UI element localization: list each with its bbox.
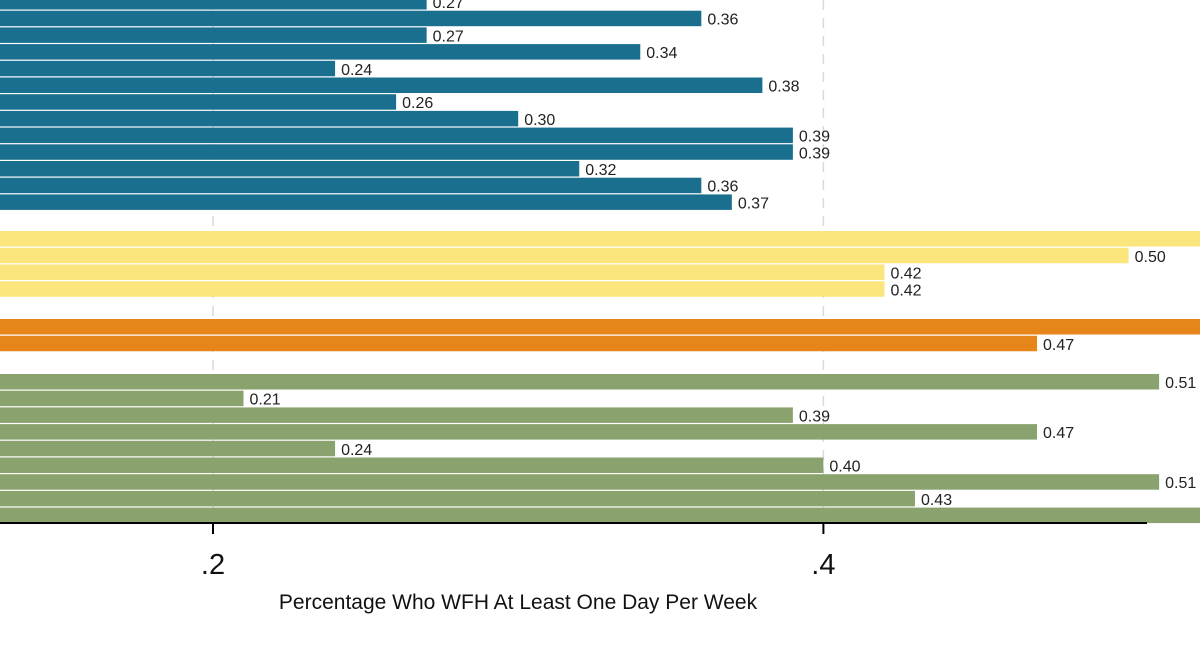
bar-label-blue-4: 0.24 (341, 62, 372, 79)
bar-label-blue-0: 0.27 (433, 0, 464, 12)
x-axis: .2.4.6.8 (0, 522, 1147, 581)
bar-green-6 (0, 474, 1160, 490)
bar-label-orange-1: 0.47 (1043, 337, 1074, 354)
tick-label-.2: .2 (201, 549, 225, 581)
bar-green-5 (0, 457, 824, 473)
bar-label-blue-2: 0.27 (433, 28, 464, 45)
bar-blue-1 (0, 10, 702, 27)
bar-label-blue-3: 0.34 (646, 45, 677, 62)
bar-blue-5 (0, 77, 763, 93)
bar-blue-4 (0, 60, 336, 77)
bar-label-yellow-2: 0.42 (890, 266, 921, 283)
bar-green-7 (0, 490, 915, 507)
bar-label-blue-11: 0.36 (707, 179, 738, 196)
bar-blue-3 (0, 44, 641, 60)
bar-label-yellow-1: 0.50 (1135, 249, 1166, 266)
bar-yellow-3 (0, 281, 885, 297)
bar-label-blue-8: 0.39 (799, 129, 830, 146)
bar-orange-0 (0, 319, 1200, 335)
bar-label-blue-5: 0.38 (768, 79, 799, 96)
bar-blue-12 (0, 194, 732, 210)
bar-label-green-0: 0.51 (1165, 375, 1196, 392)
bar-label-blue-9: 0.39 (799, 145, 830, 162)
bar-blue-10 (0, 161, 580, 177)
bar-blue-9 (0, 144, 793, 160)
bar-label-green-2: 0.39 (799, 408, 830, 425)
bar-label-green-7: 0.43 (921, 492, 952, 509)
x-axis-title: Percentage Who WFH At Least One Day Per … (279, 591, 758, 614)
bar-label-green-4: 0.24 (341, 442, 372, 459)
bar-green-3 (0, 424, 1038, 440)
bar-blue-8 (0, 127, 793, 144)
bar-yellow-2 (0, 264, 885, 280)
bar-blue-2 (0, 27, 427, 43)
bar-yellow-1 (0, 247, 1129, 264)
bar-blue-6 (0, 94, 397, 110)
bar-green-0 (0, 374, 1160, 390)
bar-label-blue-10: 0.32 (585, 162, 616, 179)
bar-green-1 (0, 390, 244, 407)
bar-label-green-6: 0.51 (1165, 475, 1196, 492)
bar-blue-0 (0, 0, 427, 10)
bar-label-blue-1: 0.36 (707, 12, 738, 29)
bar-label-blue-12: 0.37 (738, 195, 769, 212)
bar-blue-11 (0, 177, 702, 194)
bar-label-green-1: 0.21 (250, 392, 281, 409)
bar-green-8 (0, 507, 1200, 524)
bar-label-yellow-3: 0.42 (890, 282, 921, 299)
bar-label-blue-7: 0.30 (524, 112, 555, 129)
bars-layer (0, 0, 1200, 524)
bar-blue-7 (0, 110, 519, 127)
bar-orange-1 (0, 335, 1038, 352)
bar-label-green-3: 0.47 (1043, 425, 1074, 442)
tick-label-.4: .4 (811, 549, 835, 581)
bar-label-blue-6: 0.26 (402, 95, 433, 112)
bar-green-4 (0, 440, 336, 457)
bar-yellow-0 (0, 231, 1200, 247)
bar-label-green-5: 0.40 (829, 459, 860, 476)
bar-green-2 (0, 407, 793, 423)
bar-labels-layer: 0.270.360.270.340.240.380.260.300.390.39… (250, 0, 1197, 509)
